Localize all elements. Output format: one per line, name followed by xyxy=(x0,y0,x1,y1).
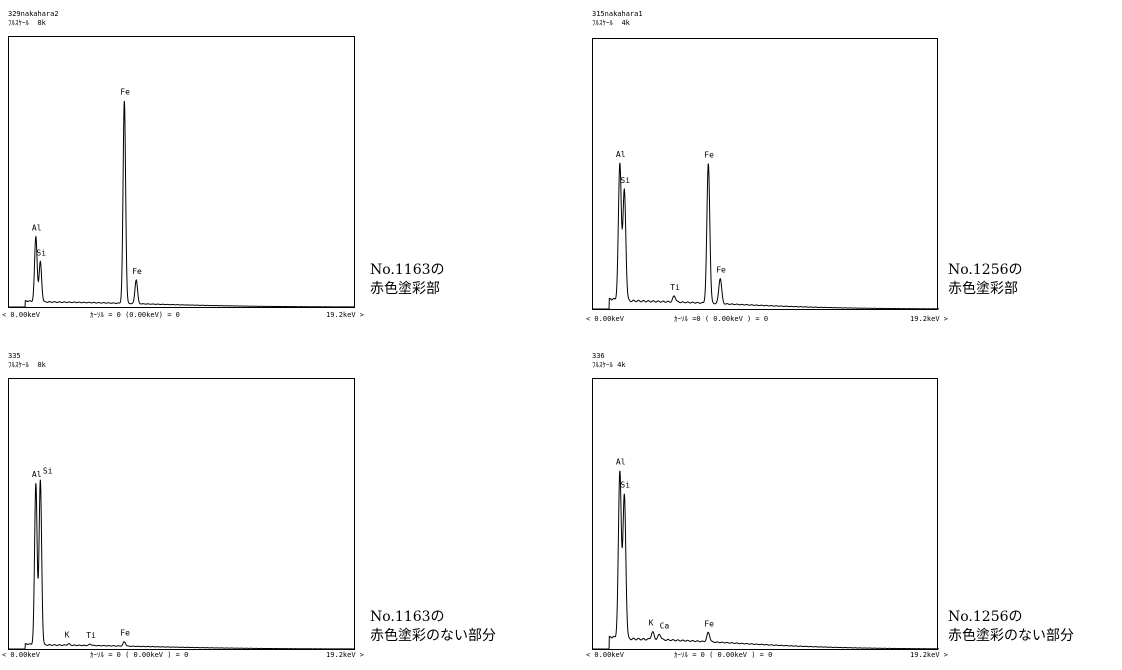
spectrum-panel-336: 336 ﾌﾙｽｹｰﾙ 4k Al Si K Ca Fe < 0.00keV ｶｰｿﾙ =… xyxy=(586,352,948,659)
spectrum-line xyxy=(593,162,939,310)
panel-header: 329nakahara2 ﾌﾙｽｹｰﾙ 8k xyxy=(8,10,59,28)
x-max-label: 19.2keV > xyxy=(326,311,364,319)
peak-label-al: Al xyxy=(32,224,42,233)
sample-id: 335 xyxy=(8,352,21,360)
peak-label-ti: Ti xyxy=(670,283,680,292)
x-axis-footer: < 0.00keV ｶｰｿﾙ = 0 ( 0.00keV ) = 0 19.2k… xyxy=(2,650,364,660)
spectrum-panel-315nakahara1: 315nakahara1 ﾌﾙｽｹｰﾙ 4k Al Si Ti Fe Fe < 0.00… xyxy=(586,10,948,323)
peak-label-fe: Fe xyxy=(704,619,714,628)
spectrum-plot: Al Si Ti Fe Fe xyxy=(592,38,939,310)
cursor-readout: ｶｰｿﾙ = 0 ( 0.00keV ) = 0 xyxy=(90,651,189,659)
sample-id: 336 xyxy=(592,352,605,360)
peak-label-fe: Fe xyxy=(132,267,142,276)
caption-1256-red-painted: No.1256の 赤色塗彩部 xyxy=(948,261,1023,299)
panel-header: 335 ﾌﾙｽｹｰﾙ 8k xyxy=(8,352,46,370)
peak-label-ti: Ti xyxy=(86,631,96,640)
caption-line-2: 赤色塗彩部 xyxy=(948,281,1018,297)
spectrum-plot: Al Si Fe Fe xyxy=(8,36,355,308)
caption-line-2: 赤色塗彩部 xyxy=(370,281,440,297)
peak-label-fe: Fe xyxy=(120,88,130,97)
full-scale-value: 4k xyxy=(621,19,630,27)
cursor-readout: ｶｰｿﾙ = 0 ( 0.00keV ) = 0 xyxy=(674,651,773,659)
full-scale-line: ﾌﾙｽｹｰﾙ 4k xyxy=(592,19,643,28)
full-scale-value: 4k xyxy=(617,361,626,369)
full-scale-line: ﾌﾙｽｹｰﾙ 8k xyxy=(8,19,59,28)
full-scale-label: ﾌﾙｽｹｰﾙ xyxy=(8,361,29,369)
panel-header: 336 ﾌﾙｽｹｰﾙ 4k xyxy=(592,352,626,370)
x-min-label: < 0.00keV xyxy=(586,651,624,659)
spectrum-line xyxy=(9,479,355,650)
peak-label-si: Si xyxy=(620,481,630,490)
spectrum-svg: Al Si Fe Fe xyxy=(9,88,355,308)
spectrum-svg: Al Si K Ti Fe xyxy=(9,467,355,650)
caption-1163-unpainted: No.1163の 赤色塗彩のない部分 xyxy=(370,608,496,646)
spectrum-plot: Al Si K Ca Fe xyxy=(592,378,939,650)
caption-line-1: No.1256の xyxy=(948,609,1023,625)
spectrum-line xyxy=(9,100,355,308)
peak-label-fe: Fe xyxy=(704,150,714,159)
x-max-label: 19.2keV > xyxy=(910,651,948,659)
x-min-label: < 0.00keV xyxy=(2,311,40,319)
spectrum-line xyxy=(593,470,939,650)
peak-label-si: Si xyxy=(36,248,46,257)
caption-line-1: No.1256の xyxy=(948,262,1023,278)
caption-1256-unpainted: No.1256の 赤色塗彩のない部分 xyxy=(948,608,1074,646)
panel-header: 315nakahara1 ﾌﾙｽｹｰﾙ 4k xyxy=(592,10,643,28)
caption-line-1: No.1163の xyxy=(370,262,445,278)
peak-label-k: K xyxy=(649,619,654,628)
peak-label-fe: Fe xyxy=(716,266,726,275)
cursor-readout: ｶｰｿﾙ =0 ( 0.00keV ) = 0 xyxy=(674,315,769,323)
x-max-label: 19.2keV > xyxy=(910,315,948,323)
sample-id: 315nakahara1 xyxy=(592,10,643,18)
caption-line-2: 赤色塗彩のない部分 xyxy=(370,628,496,644)
full-scale-value: 8k xyxy=(37,361,46,369)
x-max-label: 19.2keV > xyxy=(326,651,364,659)
spectrum-svg: Al Si Ti Fe Fe xyxy=(593,150,939,310)
peak-label-si: Si xyxy=(43,467,53,476)
peak-label-al: Al xyxy=(616,150,626,159)
full-scale-label: ﾌﾙｽｹｰﾙ xyxy=(592,19,613,27)
peak-label-fe: Fe xyxy=(120,629,130,638)
full-scale-label: ﾌﾙｽｹｰﾙ xyxy=(8,19,29,27)
peak-label-ca: Ca xyxy=(660,621,670,630)
x-axis-footer: < 0.00keV ｶｰｿﾙ =0 ( 0.00keV ) = 0 19.2ke… xyxy=(586,314,948,324)
caption-line-2: 赤色塗彩のない部分 xyxy=(948,628,1074,644)
x-axis-footer: < 0.00keV ｶｰｿﾙ = 0 (0.00keV) = 0 19.2keV… xyxy=(2,310,364,320)
caption-line-1: No.1163の xyxy=(370,609,445,625)
peak-label-si: Si xyxy=(620,176,630,185)
x-min-label: < 0.00keV xyxy=(2,651,40,659)
peak-label-al: Al xyxy=(32,470,42,479)
peak-label-al: Al xyxy=(616,458,626,467)
cursor-readout: ｶｰｿﾙ = 0 (0.00keV) = 0 xyxy=(90,311,180,319)
x-min-label: < 0.00keV xyxy=(586,315,624,323)
full-scale-label: ﾌﾙｽｹｰﾙ xyxy=(592,361,613,369)
peak-label-k: K xyxy=(65,631,70,640)
full-scale-line: ﾌﾙｽｹｰﾙ 8k xyxy=(8,361,46,370)
full-scale-line: ﾌﾙｽｹｰﾙ 4k xyxy=(592,361,626,370)
sample-id: 329nakahara2 xyxy=(8,10,59,18)
spectrum-panel-329nakahara2: 329nakahara2 ﾌﾙｽｹｰﾙ 8k Al Si Fe Fe < 0.00ke… xyxy=(2,10,364,319)
spectrum-panel-335: 335 ﾌﾙｽｹｰﾙ 8k Al Si K Ti Fe < 0.00keV ｶｰｿﾙ =… xyxy=(2,352,364,659)
x-axis-footer: < 0.00keV ｶｰｿﾙ = 0 ( 0.00keV ) = 0 19.2k… xyxy=(586,650,948,660)
full-scale-value: 8k xyxy=(37,19,46,27)
spectrum-plot: Al Si K Ti Fe xyxy=(8,378,355,650)
spectrum-svg: Al Si K Ca Fe xyxy=(593,458,939,650)
caption-1163-red-painted: No.1163の 赤色塗彩部 xyxy=(370,261,445,299)
